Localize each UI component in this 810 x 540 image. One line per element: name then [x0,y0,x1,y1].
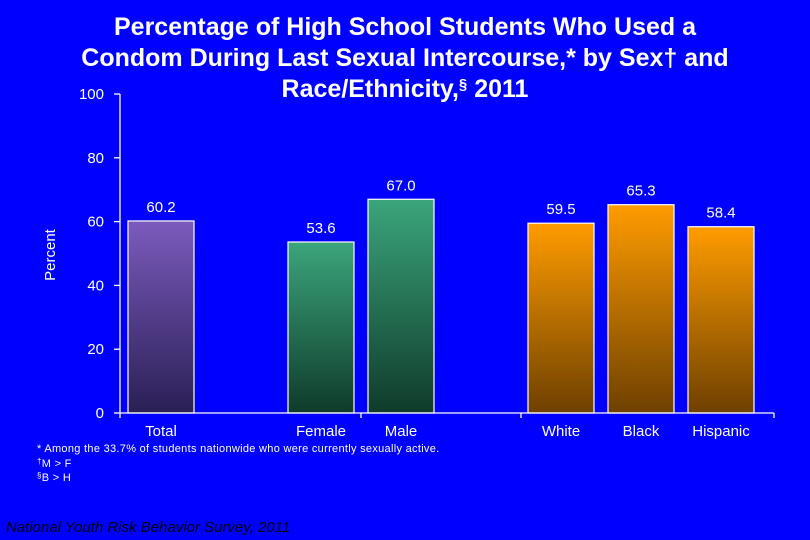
value-label-total: 60.2 [146,199,175,216]
footnote-2-mark: † [37,456,42,466]
category-label-total: Total [145,423,177,440]
footnote-3-mark: § [37,471,42,480]
category-label-white: White [542,423,580,440]
y-tick-label-60: 60 [87,214,104,231]
category-label-black: Black [623,423,660,440]
y-tick-label-80: 80 [87,150,104,167]
value-label-white: 59.5 [546,201,575,218]
footnote-1: * Among the 33.7% of students nationwide… [37,442,440,457]
bar-male [367,198,435,414]
bar-female [287,241,355,414]
bars-layer [127,198,755,414]
bar-total [127,220,195,414]
category-label-male: Male [385,423,418,440]
value-label-hispanic: 58.4 [706,205,735,222]
bar-white [527,222,595,414]
y-tick-label-100: 100 [79,86,104,103]
axes-layer [114,93,775,418]
category-label-hispanic: Hispanic [692,423,750,440]
value-label-male: 67.0 [386,177,415,194]
title-line-3-end: 2011 [467,75,529,103]
chart-title: Percentage of High School Students Who U… [0,12,810,105]
title-line-2: Condom During Last Sexual Intercourse,* … [0,43,810,74]
title-line-3-text: Race/Ethnicity, [281,75,459,103]
source-credit: National Youth Risk Behavior Survey, 201… [6,519,291,536]
footnote-3: §B > H [37,471,440,486]
y-tick-label-20: 20 [87,341,104,358]
bar-hispanic [687,226,755,414]
value-label-black: 65.3 [626,183,655,200]
footnotes: * Among the 33.7% of students nationwide… [37,442,440,486]
category-label-female: Female [296,423,346,440]
title-line-2-end: and [677,44,729,72]
title-line-3: Race/Ethnicity,§ 2011 [0,74,810,105]
footnote-3-text: B > H [41,472,72,484]
title-line-2-text: Condom During Last Sexual Intercourse,* … [81,44,664,72]
title-section-mark: § [458,76,468,93]
y-tick-label-40: 40 [87,277,104,294]
y-axis-label: Percent [42,228,59,281]
footnote-2-text: M > F [41,457,72,470]
value-label-female: 53.6 [306,220,335,237]
labels-layer: 60.2 Total 53.6 Female 67.0 Male 59.5 White 65.3… [42,86,750,440]
y-tick-label-0: 0 [96,405,104,422]
footnote-1-text: * Among the 33.7% of students nationwide… [37,443,440,455]
bar-black [607,204,675,414]
title-line-1: Percentage of High School Students Who U… [113,13,696,41]
title-dagger-mark: † [663,44,678,72]
footnote-2: †M > F [37,457,440,472]
